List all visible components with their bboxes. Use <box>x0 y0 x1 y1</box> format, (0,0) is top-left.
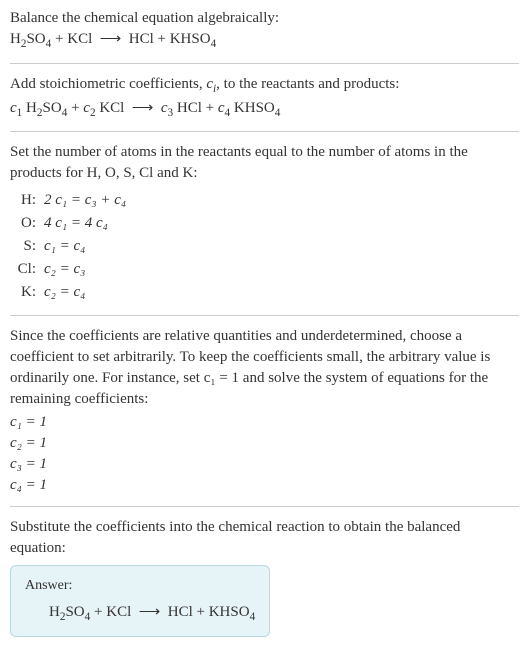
section-stoich: Add stoichiometric coefficients, ci, to … <box>10 74 519 122</box>
section-atoms: Set the number of atoms in the reactants… <box>10 142 519 305</box>
atom-eq: 2 c₁ = c₃ + c₄ <box>44 190 132 211</box>
atom-label: O: <box>14 213 42 234</box>
coef-list: c₁ = 1 c₂ = 1 c₃ = 1 c₄ = 1 <box>10 412 519 496</box>
table-row: O:4 c₁ = 4 c₄ <box>14 213 132 234</box>
problem-equation: H2SO4 + KCl ⟶ HCl + KHSO4 <box>10 29 519 53</box>
section-problem: Balance the chemical equation algebraica… <box>10 8 519 53</box>
divider <box>10 315 519 316</box>
stoich-intro: Add stoichiometric coefficients, ci, to … <box>10 74 519 98</box>
stoich-intro-post: , to the reactants and products: <box>216 76 399 92</box>
atom-label: H: <box>14 190 42 211</box>
coef-item: c₃ = 1 <box>10 454 519 475</box>
section-solve: Since the coefficients are relative quan… <box>10 326 519 496</box>
atom-eq: c₂ = c₃ <box>44 259 132 280</box>
section-answer: Substitute the coefficients into the che… <box>10 517 519 636</box>
coef-item: c₁ = 1 <box>10 412 519 433</box>
stoich-equation: c1 H2SO4 + c2 KCl ⟶ c3 HCl + c4 KHSO4 <box>10 98 519 122</box>
divider <box>10 506 519 507</box>
answer-equation: H2SO4 + KCl ⟶ HCl + KHSO4 <box>25 602 255 626</box>
atoms-table: H:2 c₁ = c₃ + c₄ O:4 c₁ = 4 c₄ S:c₁ = c₄… <box>12 188 134 305</box>
divider <box>10 131 519 132</box>
table-row: K:c₂ = c₄ <box>14 282 132 303</box>
table-row: Cl:c₂ = c₃ <box>14 259 132 280</box>
atom-label: K: <box>14 282 42 303</box>
atom-eq: c₂ = c₄ <box>44 282 132 303</box>
atom-label: S: <box>14 236 42 257</box>
table-row: S:c₁ = c₄ <box>14 236 132 257</box>
atoms-intro: Set the number of atoms in the reactants… <box>10 142 519 184</box>
ci-symbol: ci <box>206 76 216 92</box>
stoich-intro-pre: Add stoichiometric coefficients, <box>10 76 206 92</box>
problem-line1: Balance the chemical equation algebraica… <box>10 8 519 29</box>
divider <box>10 63 519 64</box>
table-row: H:2 c₁ = c₃ + c₄ <box>14 190 132 211</box>
atom-label: Cl: <box>14 259 42 280</box>
answer-box: Answer: H2SO4 + KCl ⟶ HCl + KHSO4 <box>10 565 270 636</box>
ci-c: c <box>206 76 213 92</box>
atom-eq: 4 c₁ = 4 c₄ <box>44 213 132 234</box>
answer-intro: Substitute the coefficients into the che… <box>10 517 519 559</box>
coef-item: c₄ = 1 <box>10 475 519 496</box>
answer-label: Answer: <box>25 576 255 596</box>
coef-item: c₂ = 1 <box>10 433 519 454</box>
atom-eq: c₁ = c₄ <box>44 236 132 257</box>
solve-para: Since the coefficients are relative quan… <box>10 326 519 410</box>
